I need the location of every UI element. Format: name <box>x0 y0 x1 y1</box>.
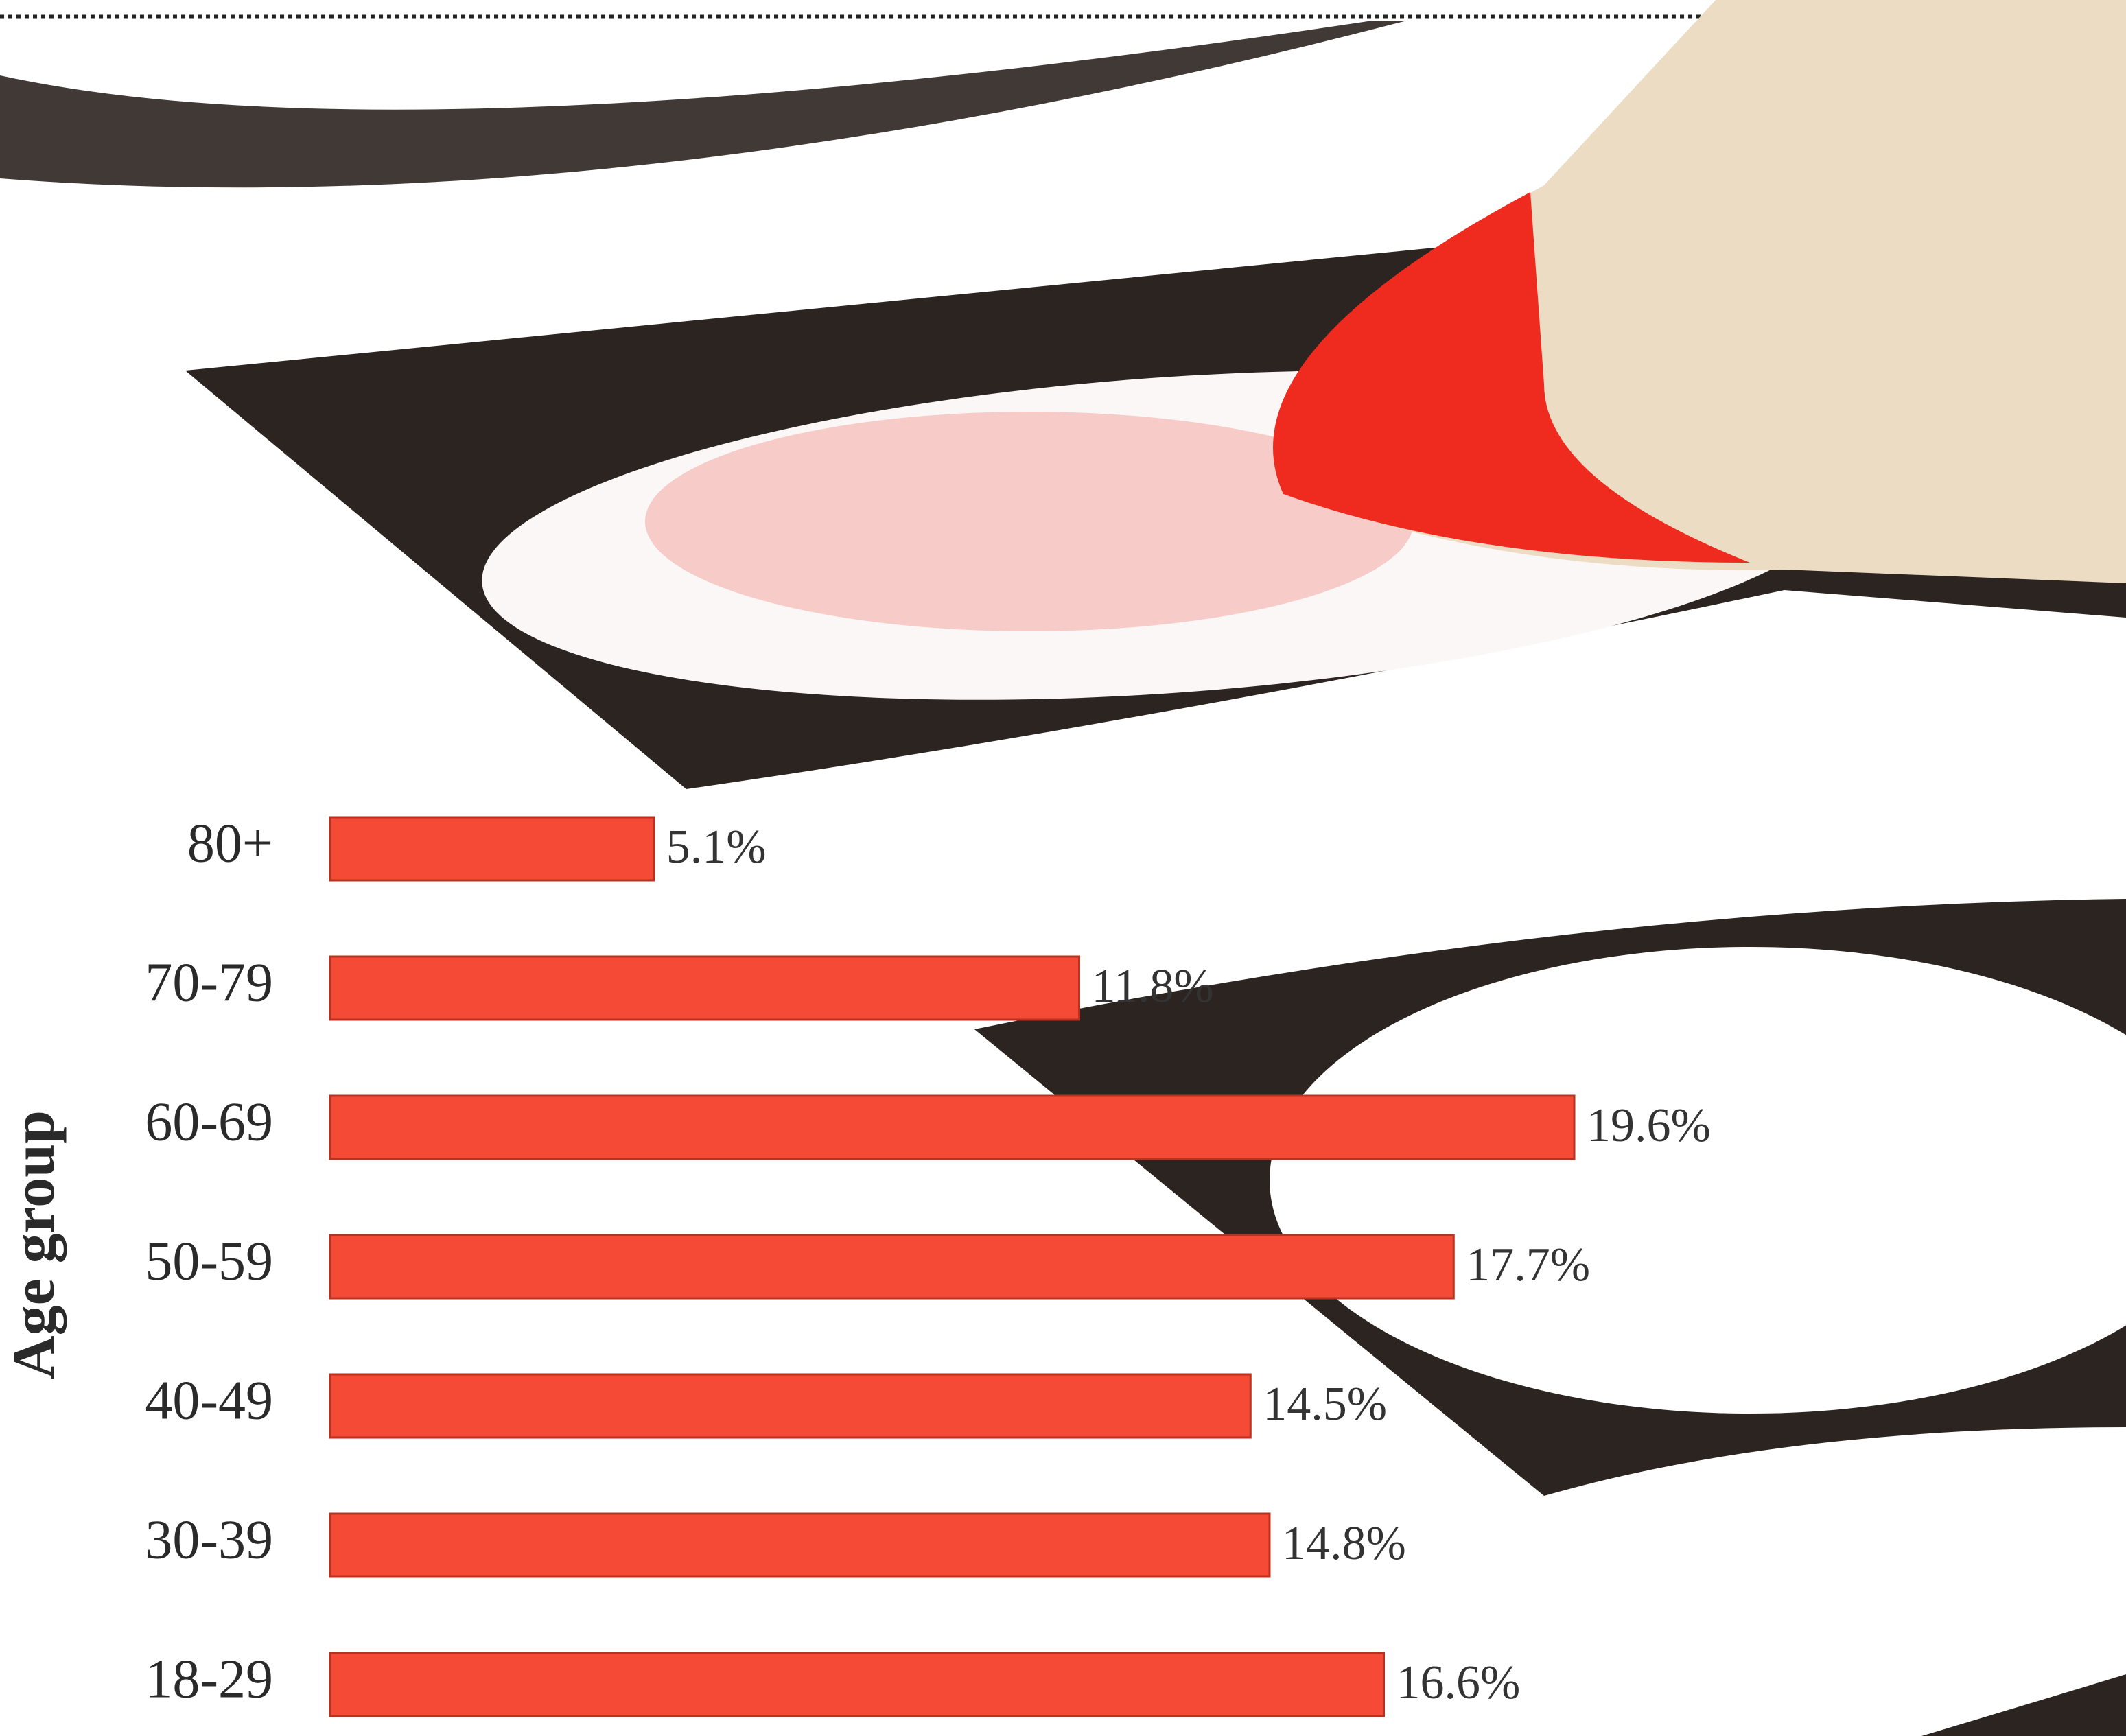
category-label: 80+ <box>187 813 273 873</box>
value-label: 17.7% <box>1466 1239 1590 1291</box>
photo-shape <box>0 21 1407 188</box>
category-label: 70-79 <box>145 952 273 1013</box>
photo-shape <box>1921 1674 2126 1736</box>
bar <box>329 816 655 882</box>
value-label: 11.8% <box>1092 960 1214 1013</box>
photo-shape <box>1273 192 1750 563</box>
photo-shape <box>1270 947 2126 1414</box>
bar <box>329 1373 1252 1439</box>
photo-shape <box>645 412 1414 631</box>
axis-title: Age group <box>1 1110 67 1379</box>
category-label: 18-29 <box>145 1649 273 1709</box>
value-label: 5.1% <box>666 821 767 873</box>
value-label: 16.6% <box>1397 1656 1521 1709</box>
category-label: 30-39 <box>145 1510 273 1570</box>
value-label: 14.5% <box>1263 1378 1387 1431</box>
value-label: 19.6% <box>1587 1099 1711 1152</box>
bar <box>329 1094 1576 1160</box>
category-label: 50-59 <box>145 1231 273 1291</box>
bar <box>329 1652 1385 1717</box>
bar <box>329 1512 1271 1578</box>
category-label: 60-69 <box>145 1092 273 1152</box>
bar <box>329 1234 1455 1300</box>
bar <box>329 955 1080 1021</box>
value-label: 14.8% <box>1282 1517 1406 1570</box>
category-label: 40-49 <box>145 1370 273 1431</box>
